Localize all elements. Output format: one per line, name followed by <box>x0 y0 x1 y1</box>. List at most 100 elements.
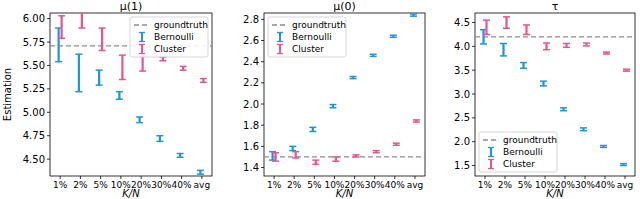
x-tick <box>60 176 61 179</box>
title: μ(0) <box>333 0 356 13</box>
legend-label: Bernoulli <box>503 147 543 157</box>
error-bar <box>197 170 204 174</box>
error-bar <box>370 54 377 56</box>
x-tick <box>354 176 355 179</box>
y-tick-label: 2.2 <box>243 77 259 88</box>
error-bar <box>329 105 336 108</box>
x-tick-label: 5% <box>93 180 108 190</box>
y-tick <box>261 19 264 20</box>
y-tick <box>472 165 475 166</box>
y-tick-label: 6.00 <box>23 13 45 24</box>
y-tick-label: 2.6 <box>243 35 259 46</box>
error-bar <box>332 157 339 161</box>
legend-swatch <box>483 139 499 140</box>
legend-swatch <box>277 45 283 54</box>
error-bar <box>600 145 607 147</box>
legend-label: groundtruth <box>503 135 557 145</box>
y-tick-label: 2.4 <box>243 56 259 67</box>
error-bar <box>350 77 357 79</box>
error-bar <box>99 28 106 50</box>
x-tick <box>394 176 395 179</box>
x-tick-label: 5% <box>518 180 533 190</box>
x-tick <box>585 176 586 179</box>
x-tick-label: 30% <box>575 180 595 190</box>
x-tick <box>181 176 182 179</box>
panel: μ(1)4.504.755.005.255.505.756.001%2%5%10… <box>2 0 212 199</box>
legend-label: groundtruth <box>154 20 208 30</box>
y-tick-label: 3.5 <box>454 65 470 76</box>
y-tick <box>47 112 50 113</box>
y-tick <box>261 146 264 147</box>
y-tick-label: 2.0 <box>243 99 259 110</box>
y-tick <box>261 82 264 83</box>
error-bar <box>540 81 547 86</box>
error-bar <box>159 57 166 61</box>
legend-box <box>130 17 208 57</box>
plot-area <box>50 13 212 174</box>
error-bar <box>483 20 490 34</box>
legend-swatch <box>488 160 494 169</box>
y-tick <box>47 42 50 43</box>
error-bar <box>353 155 360 157</box>
x-tick-label: 2% <box>287 180 302 190</box>
y-axis-label: Estimation <box>2 68 13 121</box>
error-bar <box>583 43 590 46</box>
legend-label: Cluster <box>503 159 535 169</box>
legend-label: Cluster <box>292 44 324 54</box>
x-tick-label: 30% <box>151 180 171 190</box>
error-bar <box>410 14 417 16</box>
plot-area <box>264 14 425 164</box>
error-bar <box>413 120 420 122</box>
x-tick <box>294 176 295 179</box>
error-bar <box>75 54 82 91</box>
legend-swatch <box>488 148 494 157</box>
error-bar <box>309 127 316 131</box>
y-tick-label: 4.5 <box>454 17 470 28</box>
x-tick <box>100 176 101 179</box>
y-tick <box>261 61 264 62</box>
y-tick <box>261 104 264 105</box>
y-tick <box>472 94 475 95</box>
x-tick-label: avg <box>194 180 211 190</box>
x-tick-label: avg <box>407 180 424 190</box>
y-tick <box>472 70 475 71</box>
error-bar <box>543 43 550 50</box>
error-bar <box>180 66 187 70</box>
x-tick <box>314 176 315 179</box>
plot-frame <box>264 13 425 176</box>
panel: μ(0)1.41.61.82.02.22.42.62.81%2%5%10%20%… <box>243 0 425 199</box>
y-tick <box>261 40 264 41</box>
error-bar <box>200 79 207 83</box>
x-axis-label: K/N <box>336 188 354 199</box>
error-bar <box>603 52 610 54</box>
y-tick-label: 5.50 <box>23 60 45 71</box>
error-bar <box>292 152 299 158</box>
x-tick-label: 1% <box>267 180 282 190</box>
x-tick <box>605 176 606 179</box>
x-tick-label: 1% <box>53 180 68 190</box>
error-bar <box>119 55 126 79</box>
legend-swatch <box>134 24 150 25</box>
x-tick <box>545 176 546 179</box>
error-bar <box>312 160 319 164</box>
error-bar <box>177 154 184 158</box>
error-bar <box>560 108 567 111</box>
error-bar <box>620 164 627 166</box>
x-tick <box>334 176 335 179</box>
x-tick <box>525 176 526 179</box>
x-tick <box>374 176 375 179</box>
y-tick-label: 5.25 <box>23 83 45 94</box>
legend: groundtruth Bernoulli Cluster <box>479 132 557 172</box>
y-tick-label: 1.8 <box>243 120 259 131</box>
x-tick <box>414 176 415 179</box>
x-tick-label: 1% <box>478 180 493 190</box>
y-tick <box>47 88 50 89</box>
y-tick <box>472 141 475 142</box>
y-tick <box>47 135 50 136</box>
x-tick <box>141 176 142 179</box>
y-tick-label: 2.5 <box>454 112 470 123</box>
plot-frame <box>475 13 635 176</box>
error-bar <box>580 128 587 131</box>
x-tick-label: 2% <box>498 180 513 190</box>
error-bar <box>272 153 279 161</box>
